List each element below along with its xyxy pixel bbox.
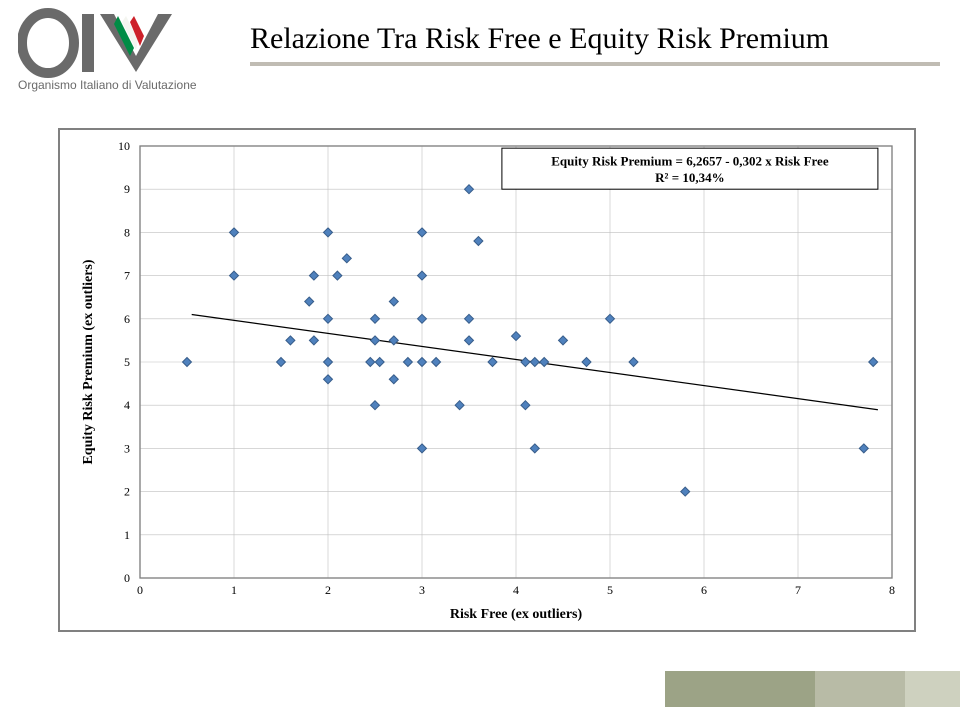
- svg-text:Equity Risk Premium = 6,2657 -: Equity Risk Premium = 6,2657 - 0,302 x R…: [551, 153, 829, 168]
- title-rule: [250, 62, 940, 66]
- svg-text:5: 5: [124, 355, 130, 369]
- svg-text:7: 7: [795, 583, 801, 597]
- footer-accent: [665, 671, 960, 707]
- svg-text:Risk Free (ex outliers): Risk Free (ex outliers): [450, 607, 583, 622]
- oiv-logo: Organismo Italiano di Valutazione: [18, 8, 228, 118]
- svg-text:4: 4: [513, 583, 519, 597]
- svg-text:1: 1: [231, 583, 237, 597]
- page-title: Relazione Tra Risk Free e Equity Risk Pr…: [250, 22, 829, 56]
- svg-text:4: 4: [124, 398, 130, 412]
- svg-text:0: 0: [124, 571, 130, 585]
- svg-text:7: 7: [124, 269, 130, 283]
- svg-text:6: 6: [124, 312, 130, 326]
- svg-text:3: 3: [419, 583, 425, 597]
- svg-text:Equity Risk Premium (ex outlie: Equity Risk Premium (ex outliers): [81, 259, 96, 464]
- svg-text:2: 2: [325, 583, 331, 597]
- svg-text:6: 6: [701, 583, 707, 597]
- svg-text:8: 8: [124, 225, 130, 239]
- svg-text:1: 1: [124, 528, 130, 542]
- logo-subtitle: Organismo Italiano di Valutazione: [18, 78, 197, 92]
- svg-text:R² = 10,34%: R² = 10,34%: [655, 170, 724, 185]
- svg-text:3: 3: [124, 441, 130, 455]
- svg-text:2: 2: [124, 485, 130, 499]
- scatter-chart: 0 1 2 3 4 5 6 7 8 0 1 2 3 4 5 6 7 8 9 10 Risk Free (ex outli…: [58, 128, 916, 632]
- svg-text:8: 8: [889, 583, 895, 597]
- svg-text:9: 9: [124, 182, 130, 196]
- svg-text:0: 0: [137, 583, 143, 597]
- svg-text:10: 10: [118, 139, 130, 153]
- svg-text:5: 5: [607, 583, 613, 597]
